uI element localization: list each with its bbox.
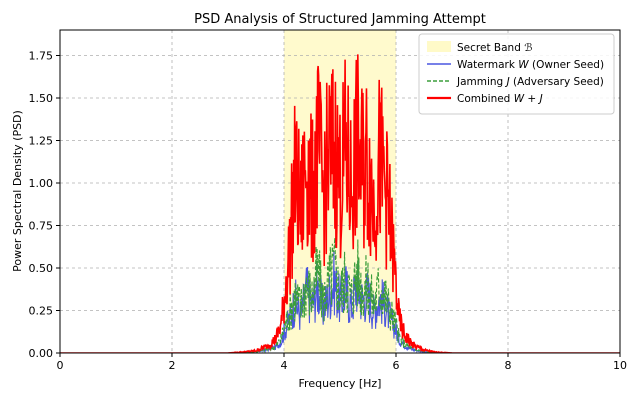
axes-frame <box>59 29 621 354</box>
legend-label-band: Secret Band ℬ <box>457 42 532 54</box>
y-tick-label: 0.50 <box>29 262 54 275</box>
y-tick-label: 1.25 <box>29 135 54 148</box>
legend-label-part: + <box>524 93 539 105</box>
legend-label-series-3: Combined W + J <box>457 93 543 105</box>
legend-label-part: (Owner Seed) <box>529 59 604 71</box>
legend-label-part: Watermark <box>457 59 518 71</box>
legend-label-part: J <box>505 76 510 88</box>
y-tick-label: 1.75 <box>29 50 54 63</box>
y-tick-label: 1.00 <box>29 177 54 190</box>
legend-label-series-2: Jamming J (Adversary Seed) <box>456 76 604 88</box>
legend-box <box>418 33 615 115</box>
x-tick-label: 2 <box>169 359 176 372</box>
series-line-3 <box>60 54 620 353</box>
legend-swatch-band <box>427 41 451 52</box>
y-tick-label: 0.25 <box>29 305 54 318</box>
chart-title: PSD Analysis of Structured Jamming Attem… <box>194 12 486 27</box>
y-tick-label: 1.50 <box>29 92 54 105</box>
legend-label-part: J <box>538 93 543 105</box>
legend-label-series-1: Watermark W (Owner Seed) <box>457 59 604 71</box>
legend-label-part: W <box>514 93 525 105</box>
x-tick-label: 4 <box>281 359 288 372</box>
legend-label-part: (Adversary Seed) <box>510 76 604 88</box>
x-axis-label: Frequency [Hz] <box>299 377 382 390</box>
x-tick-label: 6 <box>393 359 400 372</box>
legend: Secret Band ℬ Watermark W (Owner Seed) Jam… <box>418 33 615 115</box>
legend-label-part: Combined <box>457 93 514 105</box>
x-tick-label: 10 <box>613 359 627 372</box>
x-tick-label: 0 <box>57 359 64 372</box>
plot-area: 0 2 4 6 8 10 0.00 0.25 0.50 0.75 1.00 1.25 1.50 1.75 <box>29 29 627 372</box>
y-axis-label: Power Spectral Density (PSD) <box>11 110 24 272</box>
y-tick-label: 0.00 <box>29 347 54 360</box>
legend-label-part: Jamming <box>456 76 507 88</box>
x-tick-label: 8 <box>505 359 512 372</box>
legend-label-part: W <box>518 59 529 71</box>
y-tick-label: 0.75 <box>29 220 54 233</box>
series-line-1 <box>60 250 620 353</box>
